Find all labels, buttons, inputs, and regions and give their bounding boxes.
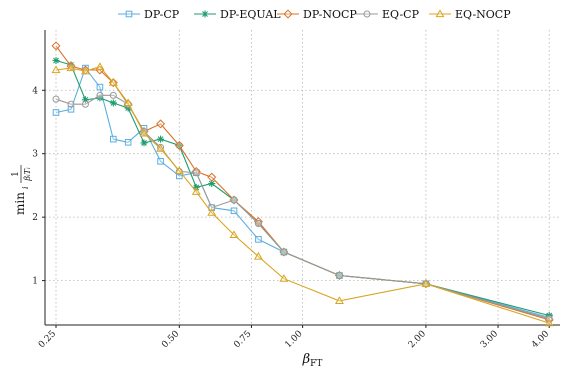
data-point [279, 274, 289, 282]
data-point [67, 100, 75, 108]
y-axis-label-sub: i [21, 186, 30, 189]
x-tick-label: 3.00 [479, 329, 500, 350]
y-tick-label: 2 [32, 213, 38, 223]
legend-label: DP-EQUAL [220, 8, 281, 21]
data-point [110, 135, 117, 143]
data-point [280, 248, 288, 256]
data-point [52, 109, 60, 116]
data-point [96, 83, 104, 91]
data-point [51, 65, 61, 74]
data-point [207, 208, 217, 216]
data-point [108, 78, 118, 86]
data-point [230, 196, 238, 204]
legend-item: DP-EQUAL [194, 8, 281, 21]
data-point [421, 279, 431, 287]
grid [45, 30, 560, 325]
data-point [544, 318, 554, 327]
data-point [139, 128, 149, 137]
legend-item: EQ-NOCP [429, 8, 511, 21]
legend-label: EQ-CP [382, 8, 420, 21]
y-axis-label-denominator: βᵢTᵢ [23, 167, 32, 182]
data-point [52, 56, 60, 64]
data-point [123, 98, 133, 107]
data-point [109, 99, 117, 107]
legend-marker [363, 10, 371, 18]
data-point [66, 63, 76, 72]
x-tick-label: 0.50 [160, 329, 181, 350]
data-point [96, 91, 104, 99]
data-point [334, 296, 344, 304]
y-axis-label-min: min [13, 192, 27, 215]
y-tick-label: 3 [32, 150, 38, 160]
legend-item: DP-CP [118, 8, 180, 21]
legend-marker [435, 9, 445, 18]
data-point [157, 158, 164, 165]
x-tick-label: 0.75 [232, 329, 253, 350]
series-group [51, 41, 554, 327]
data-point [192, 169, 200, 177]
data-point [67, 106, 75, 113]
y-axis-label-numerator: 1 [11, 171, 21, 177]
data-point [253, 251, 263, 260]
data-point [174, 166, 184, 174]
data-point [335, 272, 343, 280]
y-axis-label: min i 1 βᵢTᵢ [11, 165, 32, 215]
data-point [81, 96, 89, 104]
legend-label: DP-CP [144, 8, 180, 21]
data-point [52, 95, 60, 103]
legend-marker [283, 9, 293, 19]
y-tick-label: 1 [32, 277, 38, 287]
data-point [51, 41, 61, 51]
data-point [95, 65, 105, 75]
data-point [230, 207, 238, 215]
x-axis-label: βFT [302, 352, 323, 369]
y-tick-label: 4 [32, 86, 38, 96]
legend-label: EQ-NOCP [455, 8, 511, 21]
axes: 0.25 0.50 0.75 1.00 2.00 3.00 4.00 1 2 3 4 [32, 30, 560, 350]
data-point [208, 204, 216, 212]
legend-label: DP-NOCP [303, 8, 357, 21]
data-point [208, 180, 216, 188]
legend-item: DP-NOCP [277, 8, 357, 21]
data-point [157, 135, 165, 143]
x-tick-label: 4.00 [530, 329, 551, 350]
legend-marker [125, 10, 133, 18]
legend-marker [201, 10, 209, 18]
series-eq-nocp [51, 62, 554, 327]
data-point [255, 236, 262, 243]
x-tick-label: 0.25 [37, 329, 58, 350]
data-point [174, 140, 184, 150]
series-line [55, 66, 550, 324]
data-point [95, 62, 105, 70]
data-point [207, 172, 217, 182]
series-dp-equal [52, 56, 553, 319]
legend-item: EQ-CP [356, 8, 420, 21]
data-point [229, 230, 239, 239]
data-point [124, 138, 132, 146]
data-point [81, 100, 89, 108]
data-point [156, 119, 166, 129]
data-point [109, 91, 117, 99]
data-point [254, 219, 262, 227]
x-tick-label: 2.00 [407, 329, 428, 350]
data-point [156, 144, 166, 152]
data-point [80, 66, 90, 75]
legend: DP-CP DP-EQUAL DP-NOCP EQ-CP EQ-NOCP [118, 8, 511, 21]
data-point [140, 139, 148, 147]
data-point [191, 187, 201, 195]
x-tick-label: 1.00 [283, 329, 304, 350]
